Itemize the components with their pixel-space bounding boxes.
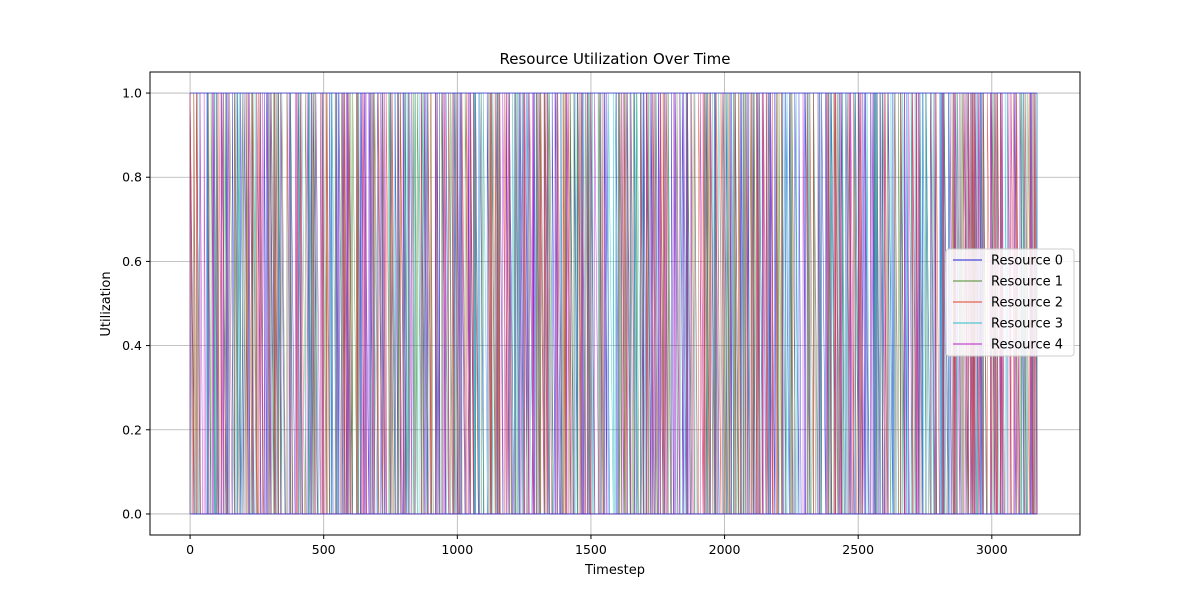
- legend-label-resource-1: Resource 1: [991, 275, 1063, 290]
- legend: Resource 0 Resource 1 Resource 2 Resource 3…: [945, 248, 1075, 357]
- x-tick-label: 1000: [441, 542, 473, 557]
- plot-area-frame: [149, 71, 1081, 536]
- y-tick-label: 0.6: [122, 254, 142, 269]
- y-tick-label: 0.8: [122, 170, 142, 185]
- x-tick-label: 2500: [842, 542, 874, 557]
- y-tick-label: 1.0: [122, 86, 142, 101]
- axis-ticks: 0 500 1000 1500 2000 2500 3000 0.0 0.2 0.4 0.6 0.8 1…: [122, 86, 1008, 557]
- chart-title: Resource Utilization Over Time: [499, 50, 730, 68]
- y-tick-label: 0.4: [122, 338, 142, 353]
- x-tick-label: 500: [312, 542, 336, 557]
- x-tick-label: 0: [186, 542, 194, 557]
- series-lines: [189, 92, 1038, 515]
- legend-label-resource-3: Resource 3: [991, 317, 1063, 332]
- x-tick-label: 3000: [976, 542, 1008, 557]
- x-tick-label: 2000: [709, 542, 741, 557]
- y-tick-label: 0.2: [122, 422, 142, 437]
- legend-label-resource-2: Resource 2: [991, 296, 1063, 311]
- legend-box: [945, 248, 1075, 357]
- x-axis-label: Timestep: [584, 563, 645, 578]
- y-tick-label: 0.0: [122, 506, 142, 521]
- x-tick-label: 1500: [575, 542, 607, 557]
- y-axis-label: Utilization: [99, 271, 114, 336]
- legend-label-resource-4: Resource 4: [991, 338, 1063, 353]
- legend-label-resource-0: Resource 0: [991, 254, 1063, 269]
